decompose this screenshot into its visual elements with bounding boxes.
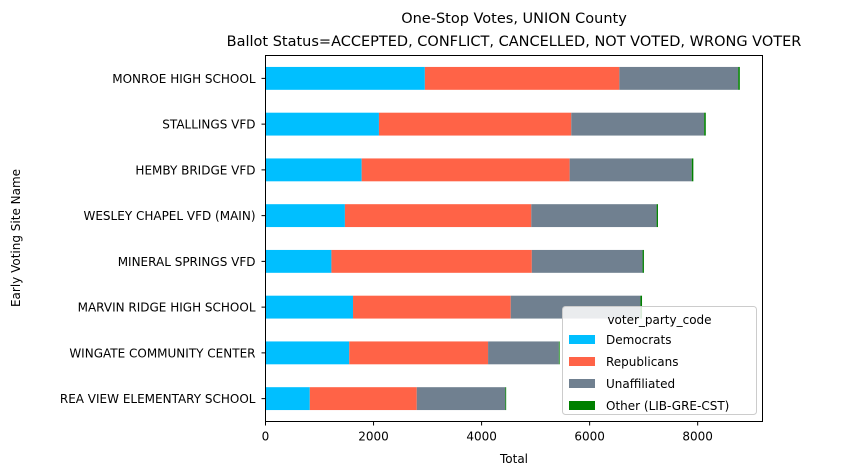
bar-segment [531, 204, 657, 228]
legend-title: voter_party_code [607, 313, 711, 327]
y-tick-label: MARVIN RIDGE HIGH SCHOOL [78, 301, 256, 315]
plot-frame [265, 55, 763, 422]
bar-segment [656, 204, 658, 228]
legend-swatch [569, 335, 595, 344]
legend-label: Unaffiliated [606, 377, 675, 391]
chart-title: One-Stop Votes, UNION County [401, 11, 627, 27]
bar-segment [488, 341, 559, 365]
x-axis-label: Total [499, 452, 528, 466]
y-tick-label: MONROE HIGH SCHOOL [112, 72, 256, 86]
bar-segment [361, 158, 570, 182]
bar-segment [265, 341, 350, 365]
bar-segment [416, 387, 506, 411]
legend-swatch [569, 401, 595, 410]
x-axis-ticks: 0 2000 4000 6000 8000 [262, 421, 713, 444]
legend-swatch [569, 379, 595, 388]
bar-segment [569, 158, 692, 182]
legend-label: Democrats [606, 333, 672, 347]
y-tick-label: WESLEY CHAPEL VFD (MAIN) [83, 209, 255, 223]
bar-segment [331, 249, 532, 273]
legend-box [562, 306, 757, 415]
bar-segment [353, 295, 511, 319]
bar-segment [349, 341, 489, 365]
bar-segment [558, 341, 560, 365]
bar-segment [378, 112, 572, 136]
y-tick-label: REA VIEW ELEMENTARY SCHOOL [60, 392, 256, 406]
legend-label: Republicans [606, 355, 679, 369]
y-tick-label: WINGATE COMMUNITY CENTER [69, 346, 255, 360]
y-tick-label: HEMBY BRIDGE VFD [135, 163, 255, 177]
bar-segment [309, 387, 417, 411]
bar-segment [265, 112, 379, 136]
bar-segment [265, 295, 354, 319]
x-tick-label: 8000 [682, 430, 713, 444]
bar-group [265, 66, 740, 411]
bar-segment [619, 66, 739, 90]
bar-segment [424, 66, 620, 90]
x-tick-label: 0 [262, 430, 270, 444]
y-tick-label: MINERAL SPRINGS VFD [118, 255, 256, 269]
bar-segment [642, 249, 644, 273]
bar-segment [571, 112, 705, 136]
x-tick-label: 2000 [358, 430, 389, 444]
bar-segment [738, 66, 740, 90]
bar-segment [531, 249, 643, 273]
y-tick-label: STALLINGS VFD [162, 118, 255, 132]
bar-segment [265, 387, 310, 411]
bar-segment [344, 204, 532, 228]
y-axis-label: Early Voting Site Name [9, 169, 23, 307]
legend-swatch [569, 357, 595, 366]
chart-subtitle: Ballot Status=ACCEPTED, CONFLICT, CANCEL… [227, 34, 802, 50]
bar-segment [265, 66, 425, 90]
legend: voter_party_code Democrats Republicans Una… [562, 306, 757, 415]
x-tick-label: 4000 [466, 430, 497, 444]
bar-segment [505, 387, 507, 411]
bar-segment [265, 249, 332, 273]
x-tick-label: 6000 [574, 430, 605, 444]
y-axis-ticks: MONROE HIGH SCHOOL STALLINGS VFD HEMBY BRI… [60, 72, 266, 406]
legend-items: Democrats Republicans Unaffiliated Other (L… [569, 333, 729, 413]
bar-segment [265, 158, 362, 182]
legend-label: Other (LIB-GRE-CST) [606, 399, 729, 413]
bar-segment [265, 204, 345, 228]
bar-segment [704, 112, 706, 136]
bar-segment [691, 158, 694, 182]
